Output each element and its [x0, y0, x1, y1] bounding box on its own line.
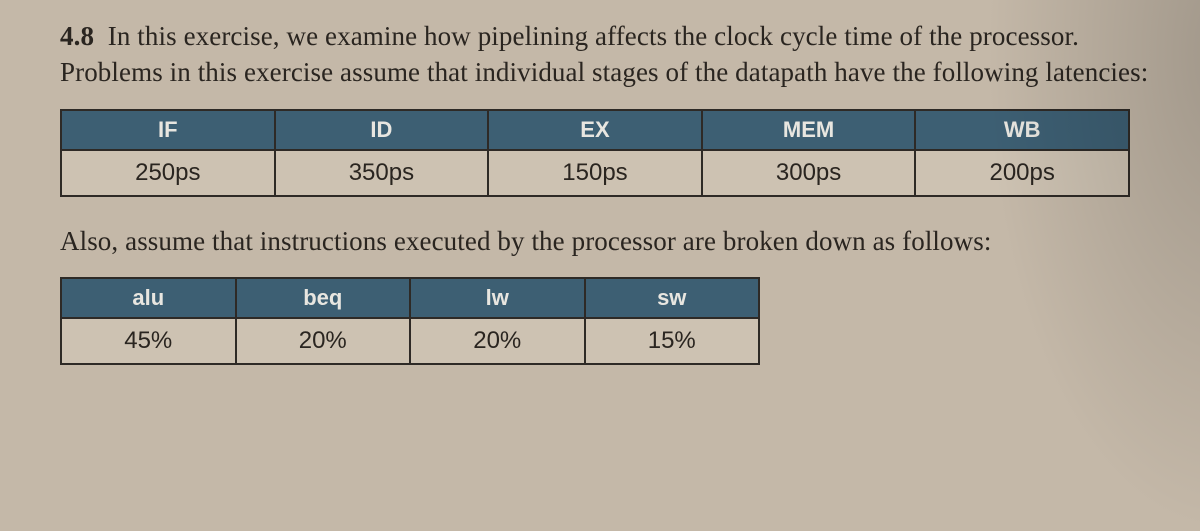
col-header: beq [236, 278, 411, 318]
mix-cell: 20% [410, 318, 585, 364]
mix-cell: 15% [585, 318, 760, 364]
table-row: 45% 20% 20% 15% [61, 318, 759, 364]
table-row: 250ps 350ps 150ps 300ps 200ps [61, 150, 1129, 196]
mix-cell: 20% [236, 318, 411, 364]
col-header: sw [585, 278, 760, 318]
col-header: MEM [702, 110, 916, 150]
col-header: IF [61, 110, 275, 150]
exercise-paragraph-1: 4.8 In this exercise, we examine how pip… [60, 18, 1170, 91]
latency-cell: 300ps [702, 150, 916, 196]
exercise-paragraph-2: Also, assume that instructions executed … [60, 223, 1170, 259]
col-header: alu [61, 278, 236, 318]
instruction-mix-table: alu beq lw sw 45% 20% 20% 15% [60, 277, 760, 365]
latency-cell: 200ps [915, 150, 1129, 196]
col-header: EX [488, 110, 702, 150]
col-header: WB [915, 110, 1129, 150]
col-header: ID [275, 110, 489, 150]
mix-cell: 45% [61, 318, 236, 364]
latency-cell: 250ps [61, 150, 275, 196]
latencies-table: IF ID EX MEM WB 250ps 350ps 150ps 300ps … [60, 109, 1130, 197]
table-header-row: alu beq lw sw [61, 278, 759, 318]
latency-cell: 350ps [275, 150, 489, 196]
paragraph-1-text: In this exercise, we examine how pipelin… [60, 21, 1148, 87]
col-header: lw [410, 278, 585, 318]
exercise-number: 4.8 [60, 21, 94, 51]
latency-cell: 150ps [488, 150, 702, 196]
table-header-row: IF ID EX MEM WB [61, 110, 1129, 150]
